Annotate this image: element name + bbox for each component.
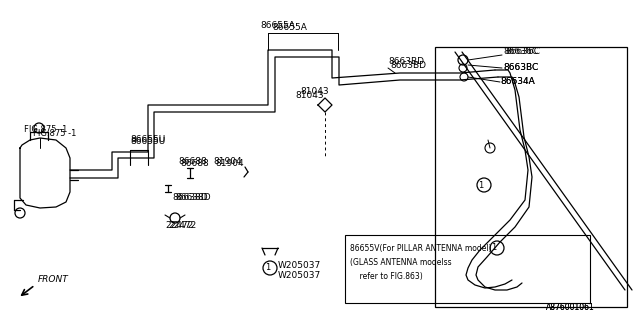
- Text: 86688: 86688: [178, 156, 207, 165]
- Text: 86636C: 86636C: [503, 47, 538, 57]
- Text: FIG.875 -1: FIG.875 -1: [24, 125, 67, 134]
- Text: A876001061: A876001061: [546, 303, 595, 313]
- Text: 86655U: 86655U: [130, 135, 165, 145]
- Text: W205037: W205037: [278, 260, 321, 269]
- Text: 86655A: 86655A: [273, 23, 307, 33]
- Text: 22472: 22472: [168, 220, 196, 229]
- Text: 86634A: 86634A: [500, 77, 535, 86]
- Text: 8663BC: 8663BC: [503, 62, 538, 71]
- Text: refer to FIG.863): refer to FIG.863): [350, 271, 423, 281]
- Text: 86634A: 86634A: [500, 77, 535, 86]
- Text: 1: 1: [266, 263, 271, 273]
- Text: 86638D: 86638D: [175, 194, 211, 203]
- Text: A876001061: A876001061: [546, 303, 595, 313]
- Text: 1: 1: [478, 180, 484, 189]
- Text: 81904: 81904: [215, 158, 244, 167]
- Text: 8663BD: 8663BD: [388, 58, 424, 67]
- Text: 81043: 81043: [300, 87, 328, 97]
- Text: 86636C: 86636C: [505, 47, 540, 57]
- Text: 81043: 81043: [295, 91, 324, 100]
- Text: 22472: 22472: [165, 220, 193, 229]
- Text: FIG.875 -1: FIG.875 -1: [33, 129, 76, 138]
- Text: 8663BD: 8663BD: [390, 60, 426, 69]
- Text: 86655A: 86655A: [260, 20, 296, 29]
- Text: (GLASS ANTENNA modelss: (GLASS ANTENNA modelss: [350, 258, 452, 267]
- Text: 1: 1: [492, 244, 497, 252]
- Bar: [345, 235, 590, 303]
- Text: 8663BC: 8663BC: [503, 62, 538, 71]
- Text: FRONT: FRONT: [38, 276, 68, 284]
- Text: 86638D: 86638D: [172, 193, 207, 202]
- Text: 81904: 81904: [213, 156, 242, 165]
- Text: 86655V(For PILLAR ANTENNA model): 86655V(For PILLAR ANTENNA model): [350, 244, 492, 252]
- Bar: [435, 47, 627, 307]
- Text: 86688: 86688: [180, 158, 209, 167]
- Text: 86655U: 86655U: [130, 138, 165, 147]
- Text: W205037: W205037: [278, 271, 321, 281]
